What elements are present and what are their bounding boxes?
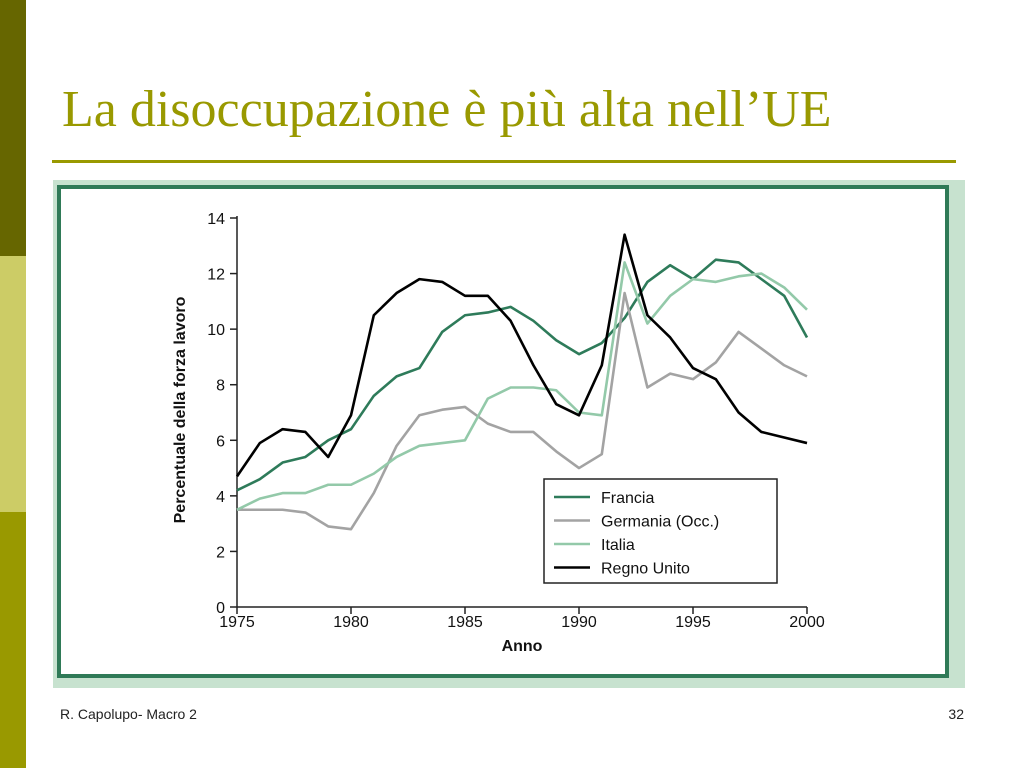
series-line-italia xyxy=(236,261,808,511)
y-tick-label: 8 xyxy=(216,378,225,395)
side-bar-dark xyxy=(0,0,26,256)
footer-author: R. Capolupo- Macro 2 xyxy=(60,706,197,722)
title-underline xyxy=(52,160,956,163)
legend-label: Italia xyxy=(601,537,635,554)
legend-label: Francia xyxy=(601,490,654,507)
y-tick-label: 2 xyxy=(216,544,225,561)
unemployment-line-chart: 0 2 4 6 8 10 12 14 1975 1980 1985 1990 1995 2000 Anno… xyxy=(172,211,825,655)
side-bar-light xyxy=(0,256,26,512)
chart-lines xyxy=(235,233,809,531)
x-axis-label: Anno xyxy=(502,638,543,655)
x-tick-label: 1990 xyxy=(561,614,597,631)
series-line-germania-occ xyxy=(237,291,808,531)
y-axis-label: Percentuale della forza lavoro xyxy=(172,296,189,523)
x-tick-label: 1975 xyxy=(219,614,255,631)
chart-legend: Francia Germania (Occ.) Italia Regno Unito xyxy=(543,478,778,584)
slide-title: La disoccupazione è più alta nell’UE xyxy=(62,81,832,138)
side-bar-mid xyxy=(0,512,26,768)
page-number: 32 xyxy=(948,706,964,722)
x-tick-label: 1985 xyxy=(447,614,483,631)
figure-frame xyxy=(57,185,949,678)
series-line-francia xyxy=(236,258,809,492)
x-tick-label: 1980 xyxy=(333,614,369,631)
y-tick-label: 0 xyxy=(216,600,225,617)
y-tick-label: 6 xyxy=(216,433,225,450)
y-tick-label: 4 xyxy=(216,489,225,506)
x-tick-label: 2000 xyxy=(789,614,825,631)
legend-label: Germania (Occ.) xyxy=(601,514,719,531)
legend-label: Regno Unito xyxy=(601,561,690,578)
y-tick-label: 10 xyxy=(207,322,225,339)
y-tick-label: 12 xyxy=(207,267,225,284)
series-line-regno-unito xyxy=(235,233,808,478)
y-tick-label: 14 xyxy=(207,211,225,228)
x-tick-label: 1995 xyxy=(675,614,711,631)
chart-axes: 0 2 4 6 8 10 12 14 1975 1980 1985 1990 1995 2000 xyxy=(207,211,825,631)
